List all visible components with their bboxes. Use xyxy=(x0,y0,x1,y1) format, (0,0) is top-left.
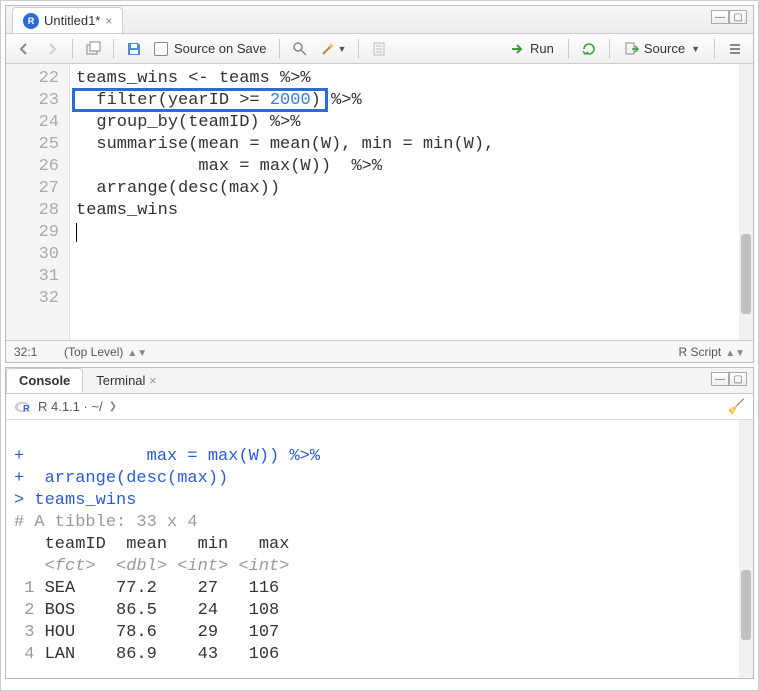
language-selector[interactable]: R Script▲▼ xyxy=(679,345,745,359)
code-line[interactable]: teams_wins xyxy=(76,200,753,222)
updown-icon: ▲▼ xyxy=(725,348,745,359)
code-area[interactable]: teams_wins <- teams %>% filter(yearID >=… xyxy=(70,64,753,340)
toolbar-separator xyxy=(358,39,359,59)
cursor-position: 32:1 xyxy=(14,345,64,359)
run-button[interactable]: Run xyxy=(504,38,560,60)
console-info-bar: R R 4.1.1 · ~/ ❯ 🧹 xyxy=(6,394,753,420)
console-line: 3 HOU 78.6 29 107 xyxy=(14,622,745,644)
toolbar-separator xyxy=(609,39,610,59)
console-tabs: Console Terminal × — ▢ xyxy=(6,368,753,394)
code-line[interactable]: teams_wins <- teams %>% xyxy=(76,68,753,90)
editor-statusbar: 32:1 (Top Level)▲▼ R Script▲▼ xyxy=(6,340,753,362)
minimize-pane-icon[interactable]: — xyxy=(711,10,729,24)
console-line: > teams_wins xyxy=(14,490,745,512)
console-output[interactable]: + max = max(W)) %>%+ arrange(desc(max))>… xyxy=(6,420,753,678)
r-logo-icon: R xyxy=(14,398,32,416)
rerun-button[interactable] xyxy=(577,38,601,60)
back-button[interactable] xyxy=(12,38,36,60)
source-toolbar: Source on Save ▼ Run Source ▼ xyxy=(6,34,753,64)
file-tabs-row: R Untitled1* × — ▢ xyxy=(6,6,753,34)
source-pane: R Untitled1* × — ▢ Source on Save xyxy=(5,5,754,363)
scrollbar-thumb[interactable] xyxy=(741,234,751,314)
console-line: teamID mean min max xyxy=(14,534,745,556)
console-line: 4 LAN 86.9 43 106 xyxy=(14,644,745,666)
code-editor[interactable]: 2223242526272829303132 teams_wins <- tea… xyxy=(6,64,753,340)
close-icon[interactable]: × xyxy=(149,373,157,388)
tab-terminal[interactable]: Terminal × xyxy=(83,368,169,393)
file-tab-label: Untitled1* xyxy=(44,13,100,28)
pane-window-buttons: — ▢ xyxy=(711,372,747,386)
find-button[interactable] xyxy=(288,38,312,60)
code-line[interactable]: arrange(desc(max)) xyxy=(76,178,753,200)
toolbar-separator xyxy=(714,39,715,59)
console-line: + arrange(desc(max)) xyxy=(14,468,745,490)
source-button[interactable]: Source ▼ xyxy=(618,38,706,60)
r-script-icon: R xyxy=(23,13,39,29)
code-line[interactable]: summarise(mean = mean(W), min = min(W), xyxy=(76,134,753,156)
outline-button[interactable] xyxy=(723,38,747,60)
minimize-pane-icon[interactable]: — xyxy=(711,372,729,386)
compile-report-button[interactable] xyxy=(367,38,391,60)
toolbar-separator xyxy=(113,39,114,59)
console-pane: Console Terminal × — ▢ R R 4.1.1 · ~/ ❯ … xyxy=(5,367,754,679)
source-label: Source xyxy=(644,41,685,56)
tab-console[interactable]: Console xyxy=(6,368,83,393)
console-line: 1 SEA 77.2 27 116 xyxy=(14,578,745,600)
clear-console-icon[interactable]: 🧹 xyxy=(728,398,745,415)
toolbar-separator xyxy=(72,39,73,59)
scope-selector[interactable]: (Top Level)▲▼ xyxy=(64,345,679,359)
code-line[interactable]: group_by(teamID) %>% xyxy=(76,112,753,134)
console-line xyxy=(14,424,745,446)
chevron-down-icon: ▼ xyxy=(338,44,347,54)
r-version-label: R 4.1.1 · ~/ xyxy=(38,399,103,414)
svg-text:R: R xyxy=(23,403,30,413)
toolbar-separator xyxy=(568,39,569,59)
console-line: # A tibble: 33 x 4 xyxy=(14,512,745,534)
console-scrollbar[interactable] xyxy=(739,420,753,678)
chevron-down-icon: ▼ xyxy=(691,44,700,54)
line-gutter: 2223242526272829303132 xyxy=(6,64,70,340)
chevron-right-icon[interactable]: ❯ xyxy=(109,401,117,412)
run-label: Run xyxy=(530,41,554,56)
wand-button[interactable]: ▼ xyxy=(316,38,351,60)
code-line[interactable]: max = max(W)) %>% xyxy=(76,156,753,178)
file-tab[interactable]: R Untitled1* × xyxy=(12,7,123,33)
maximize-pane-icon[interactable]: ▢ xyxy=(729,372,747,386)
maximize-pane-icon[interactable]: ▢ xyxy=(729,10,747,24)
forward-button[interactable] xyxy=(40,38,64,60)
code-line[interactable] xyxy=(76,222,753,244)
updown-icon: ▲▼ xyxy=(127,348,147,359)
toolbar-separator xyxy=(279,39,280,59)
console-line: + max = max(W)) %>% xyxy=(14,446,745,468)
source-on-save-checkbox[interactable]: Source on Save xyxy=(150,38,271,60)
scrollbar-thumb[interactable] xyxy=(741,570,751,640)
source-on-save-label: Source on Save xyxy=(174,41,267,56)
save-button[interactable] xyxy=(122,38,146,60)
editor-scrollbar[interactable] xyxy=(739,64,753,340)
console-line: 2 BOS 86.5 24 108 xyxy=(14,600,745,622)
show-in-new-window-button[interactable] xyxy=(81,38,105,60)
console-line: <fct> <dbl> <int> <int> xyxy=(14,556,745,578)
close-tab-icon[interactable]: × xyxy=(105,14,112,28)
highlight-box xyxy=(72,88,328,112)
pane-window-buttons: — ▢ xyxy=(711,10,747,24)
